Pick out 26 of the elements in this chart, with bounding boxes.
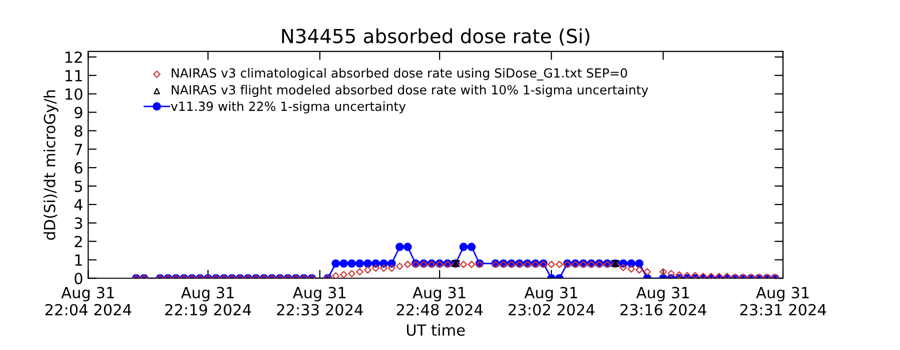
y-axis-title: dD(Si)/dt microGy/h [44,90,58,240]
x-tick-label: Aug 31 22:33 2024 [277,286,363,316]
y-tick-label: 6 [74,162,82,174]
legend-label: NAIRAS v3 climatological absorbed dose rate using SiDose_G1.txt SEP=0 [172,68,628,80]
x-tick-label: Aug 31 23:16 2024 [620,286,706,316]
legend-label: NAIRAS v3 flight modeled absorbed dose rate with 10% 1-sigma uncertainty [172,84,648,97]
y-tick-label: 0 [74,272,82,284]
y-tick-label: 10 [66,88,82,100]
y-tick-label: 4 [74,199,82,210]
y-tick-label: 7 [74,144,82,155]
y-tick-label: 9 [74,106,82,118]
y-tick-label: 8 [74,125,82,137]
x-tick-label: Aug 31 22:04 2024 [45,286,132,316]
y-tick-label: 11 [66,70,82,82]
y-tick-label: 3 [74,217,82,229]
y-tick-label: 2 [74,236,82,248]
y-tick-label: 12 [66,51,82,63]
x-tick-label: Aug 31 22:48 2024 [396,286,483,316]
x-tick-label: Aug 31 22:19 2024 [165,286,252,316]
x-tick-label: Aug 31 23:02 2024 [508,286,594,316]
x-axis-title: UT time [406,324,465,336]
chart-title: N34455 absorbed dose rate (Si) [282,28,590,46]
legend-label: v11.39 with 22% 1-sigma uncertainty [170,101,406,114]
y-tick-label: 1 [75,254,82,266]
y-tick-label: 5 [74,180,82,192]
x-tick-label: Aug 31 23:31 2024 [740,286,826,316]
